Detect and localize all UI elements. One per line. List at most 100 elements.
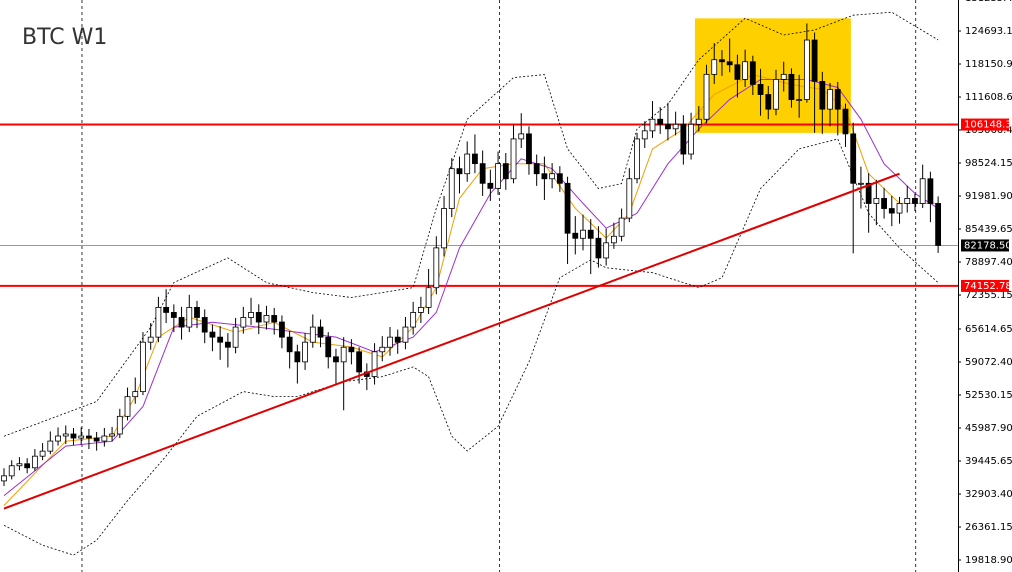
candle-body: [533, 163, 540, 175]
candle-body: [163, 306, 170, 313]
candle-body: [587, 229, 594, 239]
candle-body: [248, 312, 254, 318]
y-tick-label: 78897.40: [965, 257, 1012, 268]
candle-body: [155, 306, 162, 338]
bollinger-band: [3, 11, 939, 437]
candle-body: [263, 315, 270, 323]
candle-body: [78, 435, 85, 439]
candle-body: [116, 415, 123, 435]
candle-body: [788, 73, 795, 100]
candle-body: [819, 81, 826, 110]
candle-body: [325, 336, 332, 358]
candle-body: [927, 178, 934, 204]
candle-body: [47, 440, 54, 452]
candle-body: [340, 346, 347, 363]
y-tick-label: 19818.90: [965, 555, 1012, 566]
price-level-label: 82178.50: [964, 240, 1012, 251]
candle-body: [865, 182, 872, 204]
candle-body: [749, 61, 756, 85]
price-axis: 131235.40124693.15118150.90111608.651050…: [958, 0, 1012, 566]
candle-body: [873, 198, 880, 204]
candle-body: [402, 326, 409, 343]
y-tick-label: 124693.15: [965, 26, 1012, 37]
candle-body: [610, 235, 617, 244]
candle-body: [140, 341, 146, 393]
candle-body: [649, 118, 656, 132]
candle-body: [912, 198, 918, 204]
candle-body: [919, 178, 926, 204]
candle-body: [773, 78, 779, 110]
candle-body: [595, 237, 602, 259]
candle-body: [132, 391, 139, 398]
trend-line: [3, 172, 900, 510]
candle-body: [448, 168, 455, 209]
candle-body: [572, 232, 579, 239]
candle-body: [209, 331, 216, 338]
candle-body: [433, 247, 440, 289]
candle-body: [201, 317, 208, 333]
y-tick-label: 131235.40: [965, 0, 1012, 4]
candle-body: [410, 312, 417, 328]
candle-body: [317, 326, 324, 338]
candle-body: [541, 173, 548, 180]
candle-body: [70, 433, 77, 439]
candle-body: [688, 123, 694, 155]
y-tick-label: 26361.15: [965, 522, 1012, 533]
candle-body: [472, 153, 478, 165]
candle-body: [387, 336, 393, 348]
plot-area: [0, 0, 958, 572]
y-tick-label: 45987.90: [965, 423, 1012, 434]
candle-body: [217, 336, 224, 343]
y-tick-label: 85439.65: [965, 224, 1012, 235]
candle-body: [255, 312, 262, 323]
candle-body: [518, 133, 525, 140]
candle-body: [858, 182, 864, 185]
candle-body: [333, 356, 339, 363]
candle-body: [224, 341, 231, 348]
candle-body: [672, 123, 679, 130]
candle-body: [510, 138, 517, 180]
candle-body: [842, 108, 849, 135]
y-tick-label: 72355.15: [965, 290, 1012, 301]
candle-body: [803, 39, 810, 100]
candle-body: [780, 73, 787, 80]
candle-body: [495, 163, 501, 189]
candle-body: [16, 463, 23, 467]
candle-body: [302, 341, 308, 363]
candle-body: [186, 306, 193, 328]
y-tick-label: 98524.15: [965, 158, 1012, 169]
candle-body: [279, 321, 285, 338]
candle-body: [240, 317, 247, 328]
candle-body: [348, 346, 355, 353]
candle-body: [31, 455, 38, 469]
candle-body: [603, 242, 610, 259]
y-tick-label: 65614.65: [965, 324, 1012, 335]
candle-body: [456, 168, 463, 175]
candle-body: [8, 465, 15, 477]
chart-title: BTC W1: [22, 25, 107, 50]
candle-body: [850, 133, 857, 184]
candle-body: [734, 64, 741, 80]
candle-body: [811, 39, 818, 82]
candle-body: [294, 351, 301, 363]
candle-body: [580, 229, 586, 239]
candle-body: [441, 208, 447, 249]
candle-body: [93, 437, 100, 442]
moving-average: [3, 79, 939, 496]
candle-body: [680, 123, 687, 155]
candle-body: [1, 475, 7, 482]
candle-body: [626, 178, 633, 219]
candle-body: [55, 435, 61, 442]
candle-body: [309, 326, 316, 343]
candle-body: [101, 435, 108, 442]
candle-body: [888, 208, 895, 214]
candle-body: [464, 153, 471, 175]
candle-body: [487, 182, 494, 189]
price-level-tag: [961, 118, 1009, 131]
candle-body: [634, 138, 640, 180]
candle-body: [881, 198, 887, 209]
candle-body: [719, 59, 725, 63]
candle-body: [394, 336, 401, 343]
candle-body: [618, 217, 625, 237]
